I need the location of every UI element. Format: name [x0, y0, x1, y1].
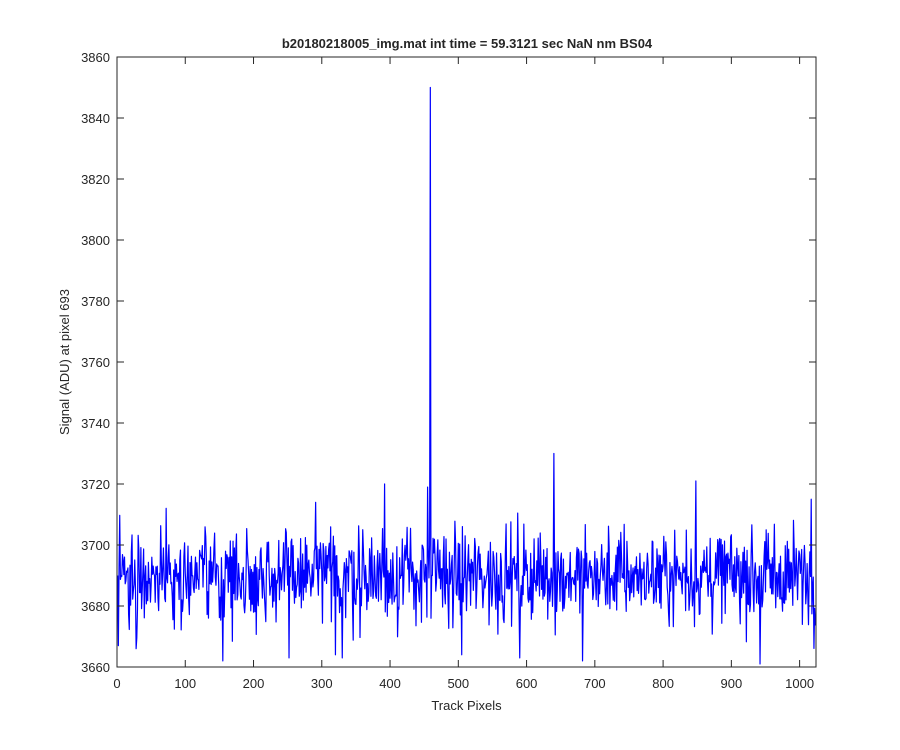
y-tick-label: 3860	[81, 50, 110, 65]
x-tick-label: 900	[721, 676, 743, 691]
x-tick-label: 200	[243, 676, 265, 691]
chart-title: b20180218005_img.mat int time = 59.3121 …	[282, 36, 653, 51]
y-tick-label: 3660	[81, 660, 110, 675]
y-tick-label: 3680	[81, 599, 110, 614]
x-tick-label: 700	[584, 676, 606, 691]
x-tick-label: 600	[516, 676, 538, 691]
x-axis: 0 100 200 300 400 500 600 700 800 900 1000	[113, 57, 814, 691]
y-tick-label: 3700	[81, 538, 110, 553]
series-line-0	[117, 86, 817, 665]
y-axis-label: Signal (ADU) at pixel 693	[57, 289, 72, 435]
x-tick-label: 1000	[785, 676, 814, 691]
plot-area: 0 100 200 300 400 500 600 700 800 900 1000 3660 368…	[81, 50, 817, 691]
y-tick-label: 3800	[81, 233, 110, 248]
y-tick-label: 3820	[81, 172, 110, 187]
x-tick-label: 400	[379, 676, 401, 691]
x-tick-label: 500	[447, 676, 469, 691]
series-layer	[117, 86, 817, 665]
x-axis-label: Track Pixels	[431, 698, 502, 713]
x-tick-label: 300	[311, 676, 333, 691]
x-tick-label: 0	[113, 676, 120, 691]
y-tick-label: 3720	[81, 477, 110, 492]
x-tick-label: 800	[652, 676, 674, 691]
y-tick-label: 3740	[81, 416, 110, 431]
y-axis: 3660 3680 3700 3720 3740 3760 3780 3800 3820 3840…	[81, 50, 816, 675]
y-tick-label: 3840	[81, 111, 110, 126]
y-tick-label: 3760	[81, 355, 110, 370]
x-tick-label: 100	[174, 676, 196, 691]
y-tick-label: 3780	[81, 294, 110, 309]
